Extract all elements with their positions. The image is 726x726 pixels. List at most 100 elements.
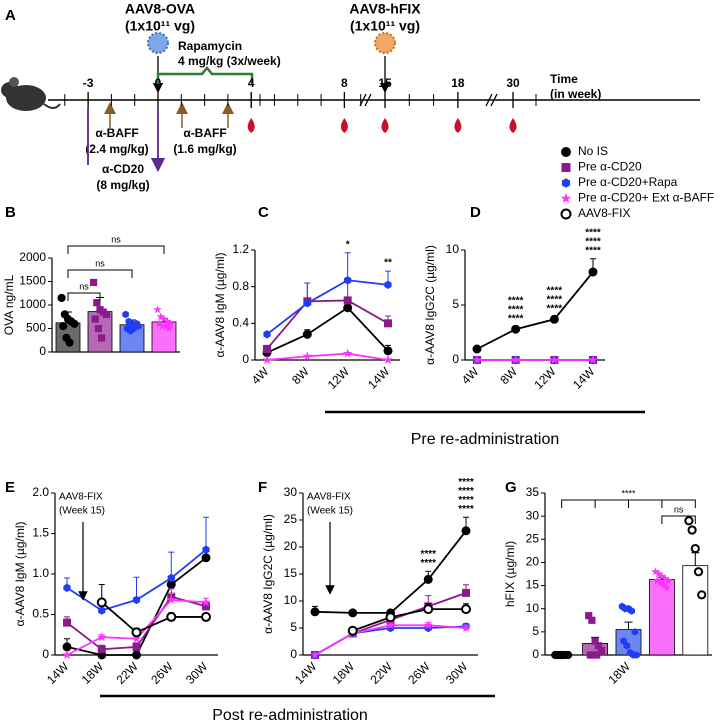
significance-label: *: [346, 239, 350, 250]
legend-label: No IS: [578, 144, 608, 158]
marker: [654, 569, 663, 578]
marker: [201, 553, 211, 563]
marker: [656, 578, 665, 587]
treatment-dose: (1.6 mg/kg): [173, 142, 236, 156]
significance-label: ****: [508, 305, 524, 316]
series-line: [476, 271, 594, 350]
y-tick-label: 15: [526, 578, 540, 592]
marker: [154, 319, 164, 328]
marker: [633, 651, 640, 659]
marker: [132, 595, 141, 605]
significance-label: ****: [547, 286, 563, 297]
panel-letter: G: [505, 479, 517, 496]
virus-icon: [147, 32, 169, 54]
marker: [593, 651, 601, 659]
significance-label: ****: [508, 296, 524, 307]
marker: [559, 650, 568, 660]
significance-label: ****: [621, 488, 636, 498]
panel-letter: B: [5, 204, 16, 221]
x-tick-label: 26W: [148, 659, 176, 687]
marker: [98, 606, 106, 615]
significance-label: ****: [547, 295, 563, 306]
y-tick-label: 10: [526, 601, 540, 615]
x-tick-label: 22W: [114, 659, 142, 687]
marker: [472, 344, 482, 354]
marker: [310, 607, 320, 617]
marker: [131, 627, 142, 638]
x-tick-label: 22W: [368, 659, 396, 687]
marker: [423, 574, 433, 584]
significance-label: ****: [585, 245, 601, 256]
y-tick-label: 1000: [19, 297, 46, 311]
y-tick-label: 2000: [19, 250, 46, 264]
error-bar: [344, 252, 351, 281]
marker: [693, 567, 704, 577]
x-tick-label: 12W: [325, 364, 353, 392]
y-tick-label: 0: [452, 352, 459, 366]
treatment-dose: (8 mg/kg): [96, 178, 149, 192]
blood-drop: [454, 118, 462, 133]
marker: [303, 299, 311, 308]
y-tick-label: 1.2: [232, 242, 249, 256]
marker: [560, 192, 572, 204]
y-tick-label: 15: [284, 566, 298, 580]
y-tick-label: 0: [42, 647, 49, 661]
y-axis-label: α-AAV8 IgG2C (µg/ml): [423, 245, 437, 365]
panel-letter: A: [5, 7, 16, 24]
marker: [162, 316, 172, 326]
treatment-label: α-BAFF: [95, 126, 138, 140]
marker: [97, 645, 106, 654]
y-axis-label: α-AAV8 IgM (µg/ml): [13, 522, 27, 627]
marker: [94, 324, 102, 333]
x-tick-label: 14W: [570, 364, 598, 392]
marker: [588, 267, 598, 277]
y-tick-label: 25: [284, 512, 298, 526]
annotation: (Week 15): [59, 506, 105, 517]
y-tick-label: 5: [532, 624, 539, 638]
marker: [70, 319, 79, 328]
marker: [423, 604, 434, 615]
marker: [263, 330, 271, 339]
legend-label: AAV8-FIX: [578, 206, 630, 220]
marker: [659, 581, 668, 590]
marker: [63, 618, 71, 627]
marker: [63, 583, 71, 592]
y-tick-label: 1.0: [32, 566, 49, 580]
marker: [657, 571, 667, 580]
marker: [65, 338, 74, 347]
series-line: [266, 299, 389, 350]
marker: [202, 545, 210, 554]
significance-label: ****: [458, 504, 474, 515]
timeline-tick-label: -3: [83, 76, 94, 90]
y-axis-label: α-AAV8 IgM (µg/ml): [213, 253, 227, 358]
legend-label: Pre α-CD20+ Ext α-BAFF: [578, 191, 714, 205]
marker: [344, 276, 352, 285]
panel-letter: E: [5, 479, 15, 496]
timeline-tick-label: 30: [506, 76, 520, 90]
x-tick-label: 30W: [183, 659, 211, 687]
x-tick-label: 30W: [443, 659, 471, 687]
timeline-tick-label: 8: [341, 76, 348, 90]
marker: [588, 355, 598, 364]
marker: [631, 628, 639, 636]
y-tick-label: 0.4: [232, 316, 249, 330]
marker: [57, 293, 66, 303]
marker: [385, 620, 396, 630]
marker: [302, 351, 313, 361]
marker: [132, 650, 141, 660]
mouse-tail: [43, 103, 61, 109]
marker: [166, 611, 177, 622]
marker: [561, 163, 571, 172]
mouse-icon: [1, 77, 61, 111]
annotation: (Week 15): [307, 506, 353, 517]
marker: [262, 355, 272, 364]
panel-letter: C: [258, 204, 269, 221]
marker: [561, 178, 571, 188]
marker: [383, 346, 393, 356]
treatment-label: α-CD20: [102, 162, 144, 176]
marker: [343, 296, 352, 305]
marker: [153, 305, 162, 314]
marker: [343, 303, 353, 313]
marker: [161, 321, 170, 330]
marker: [156, 312, 166, 321]
